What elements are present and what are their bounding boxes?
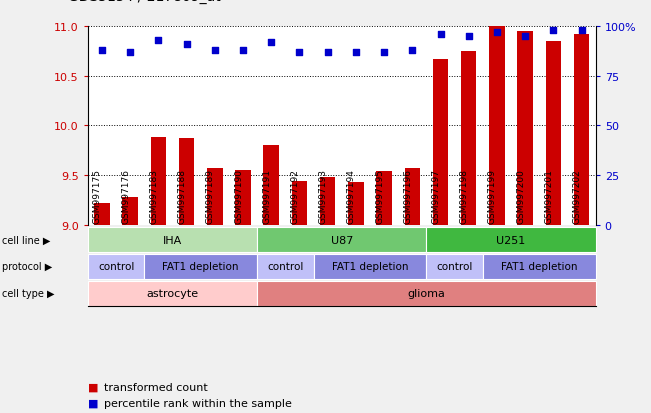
Text: GSM997176: GSM997176 — [121, 168, 130, 223]
Bar — [179, 139, 195, 225]
Text: GSM997197: GSM997197 — [432, 168, 441, 223]
Point — [210, 47, 220, 54]
Text: GSM997183: GSM997183 — [150, 168, 158, 223]
Bar — [518, 32, 533, 225]
Point — [322, 49, 333, 56]
Bar — [235, 171, 251, 225]
Text: GSM997191: GSM997191 — [262, 168, 271, 223]
Bar — [546, 42, 561, 225]
Text: astrocyte: astrocyte — [146, 289, 199, 299]
Text: GSM997196: GSM997196 — [404, 168, 412, 223]
Point — [548, 28, 559, 34]
Bar — [150, 138, 166, 225]
Text: GSM997199: GSM997199 — [488, 168, 497, 223]
Point — [492, 29, 502, 36]
Text: cell line ▶: cell line ▶ — [2, 235, 50, 245]
Text: GSM997194: GSM997194 — [347, 168, 356, 223]
Point — [464, 33, 474, 40]
Bar — [264, 146, 279, 225]
Text: control: control — [98, 262, 134, 272]
Bar — [376, 171, 392, 225]
Text: control: control — [267, 262, 303, 272]
Bar — [320, 178, 335, 225]
Text: ■: ■ — [88, 398, 98, 408]
Point — [182, 41, 192, 48]
Point — [379, 49, 389, 56]
Point — [294, 49, 305, 56]
Text: GSM997202: GSM997202 — [573, 169, 581, 223]
Point — [576, 28, 587, 34]
Text: GSM997192: GSM997192 — [290, 168, 299, 223]
Point — [238, 47, 248, 54]
Point — [407, 47, 417, 54]
Text: IHA: IHA — [163, 235, 182, 245]
Text: GDS5154 / 217809_at: GDS5154 / 217809_at — [68, 0, 221, 4]
Point — [520, 33, 531, 40]
Text: GSM997200: GSM997200 — [516, 168, 525, 223]
Bar — [574, 35, 589, 225]
Text: GSM997190: GSM997190 — [234, 168, 243, 223]
Point — [436, 31, 446, 38]
Text: cell type ▶: cell type ▶ — [2, 289, 55, 299]
Point — [266, 39, 277, 46]
Point — [351, 49, 361, 56]
Text: GSM997201: GSM997201 — [544, 168, 553, 223]
Point — [153, 38, 163, 44]
Bar — [461, 52, 477, 225]
Bar — [122, 197, 138, 225]
Text: FAT1 depletion: FAT1 depletion — [332, 262, 408, 272]
Bar — [404, 169, 420, 225]
Text: glioma: glioma — [408, 289, 445, 299]
Text: ■: ■ — [88, 382, 98, 392]
Bar — [94, 203, 110, 225]
Text: GSM997198: GSM997198 — [460, 168, 469, 223]
Point — [97, 47, 107, 54]
Text: protocol ▶: protocol ▶ — [2, 262, 52, 272]
Text: control: control — [436, 262, 473, 272]
Bar — [489, 27, 505, 225]
Text: percentile rank within the sample: percentile rank within the sample — [104, 398, 292, 408]
Text: GSM997189: GSM997189 — [206, 168, 215, 223]
Bar — [292, 181, 307, 225]
Text: GSM997188: GSM997188 — [178, 168, 187, 223]
Text: FAT1 depletion: FAT1 depletion — [163, 262, 239, 272]
Text: GSM997195: GSM997195 — [375, 168, 384, 223]
Text: transformed count: transformed count — [104, 382, 208, 392]
Bar — [207, 169, 223, 225]
Text: GSM997175: GSM997175 — [93, 168, 102, 223]
Text: GSM997193: GSM997193 — [319, 168, 327, 223]
Text: U251: U251 — [497, 235, 525, 245]
Text: FAT1 depletion: FAT1 depletion — [501, 262, 577, 272]
Text: U87: U87 — [331, 235, 353, 245]
Bar — [433, 59, 449, 225]
Point — [125, 49, 135, 56]
Bar — [348, 183, 364, 225]
